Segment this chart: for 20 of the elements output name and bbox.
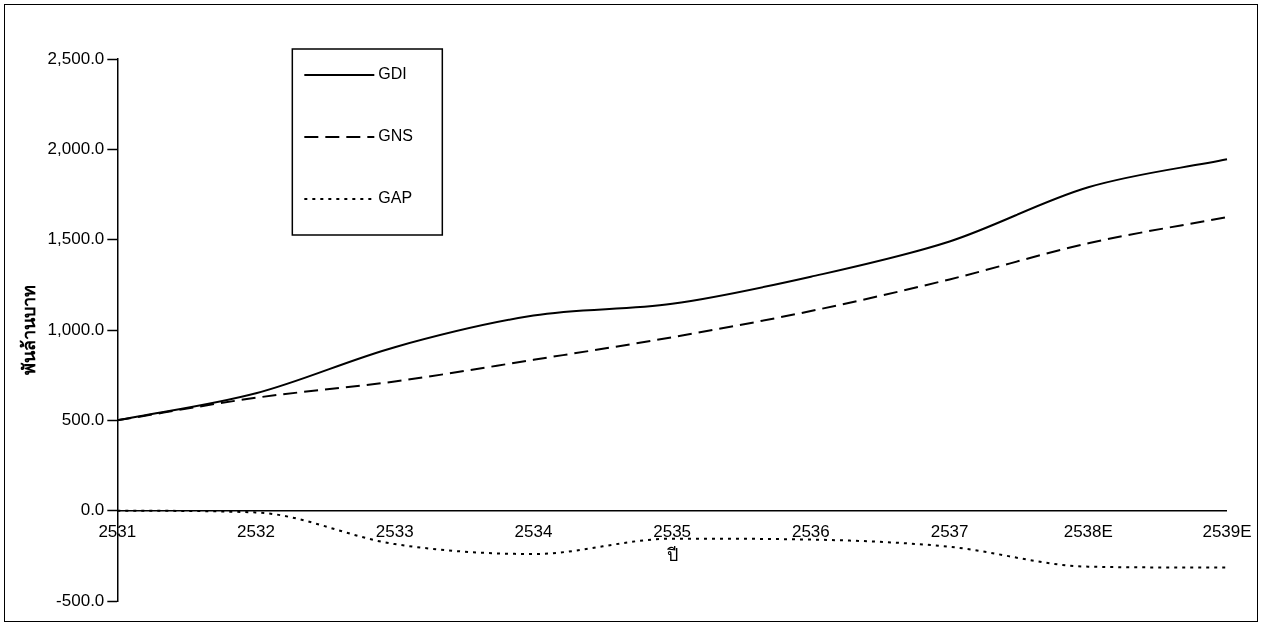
- legend-label: GAP: [378, 189, 413, 207]
- x-tick-label: 2533: [375, 521, 414, 541]
- y-tick-label: 500.0: [61, 410, 105, 430]
- x-tick-label: 2536: [791, 521, 830, 541]
- legend-label: GDI: [378, 65, 407, 83]
- x-tick-label: 2535: [653, 521, 692, 541]
- y-tick-label: 1,500.0: [47, 229, 105, 249]
- y-tick-label: -500.0: [56, 590, 105, 610]
- x-axis-title: ปี: [666, 544, 678, 565]
- y-tick-label: 0.0: [80, 500, 105, 520]
- legend-label: GNS: [378, 127, 413, 145]
- x-tick-label: 2539E: [1202, 521, 1252, 541]
- x-tick-label: 2537: [930, 521, 969, 541]
- y-tick-label: 1,000.0: [47, 319, 105, 339]
- y-axis-title: พันล้านบาท: [18, 285, 39, 375]
- x-tick-label: 2538E: [1063, 521, 1113, 541]
- y-tick-label: 2,000.0: [47, 139, 105, 159]
- y-tick-label: 2,500.0: [47, 48, 105, 68]
- x-tick-label: 2532: [237, 521, 275, 541]
- x-tick-label: 2534: [514, 521, 553, 541]
